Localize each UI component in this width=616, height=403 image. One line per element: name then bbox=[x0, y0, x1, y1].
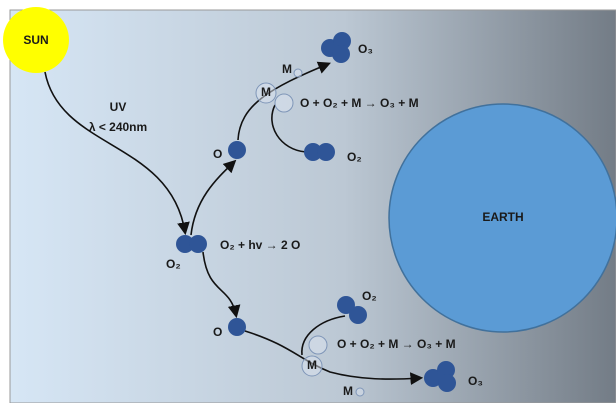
molecule bbox=[189, 235, 207, 253]
uv-label: UV bbox=[110, 100, 127, 114]
atom bbox=[228, 141, 246, 159]
third-body bbox=[255, 82, 277, 104]
m-label: M bbox=[307, 358, 317, 372]
molecule bbox=[333, 32, 351, 50]
molecule bbox=[337, 296, 355, 314]
arrow bbox=[190, 159, 237, 236]
earth bbox=[388, 103, 616, 333]
atom bbox=[228, 318, 246, 336]
m-small-label: M bbox=[343, 384, 353, 398]
molecule bbox=[349, 306, 367, 324]
third-body-small bbox=[293, 68, 303, 78]
uv-arrow bbox=[44, 71, 190, 236]
arrow bbox=[271, 104, 307, 153]
sun-label: SUN bbox=[23, 33, 48, 47]
o3-label: O₃ bbox=[468, 374, 483, 388]
molecule bbox=[176, 235, 194, 253]
third-body bbox=[301, 355, 323, 377]
m-small-label: M bbox=[282, 62, 292, 76]
third-body-small bbox=[355, 387, 365, 397]
molecule bbox=[317, 143, 335, 161]
molecule bbox=[424, 369, 442, 387]
third-body-ghost bbox=[308, 335, 328, 355]
molecule bbox=[438, 374, 456, 392]
o3-label: O₃ bbox=[358, 42, 373, 56]
uv-wavelength: λ < 240nm bbox=[89, 120, 147, 134]
m-label: M bbox=[261, 85, 271, 99]
earth-label: EARTH bbox=[482, 210, 523, 224]
equation: O₂ + hv → 2 O bbox=[220, 238, 300, 252]
molecule bbox=[304, 143, 322, 161]
o2-label: O₂ bbox=[166, 257, 181, 271]
third-body-ghost bbox=[274, 93, 294, 113]
sun bbox=[3, 7, 69, 73]
equation: O + O₂ + M → O₃ + M bbox=[300, 96, 419, 110]
arrow bbox=[301, 315, 346, 356]
o2-label: O₂ bbox=[362, 289, 377, 303]
arrow bbox=[244, 330, 424, 386]
molecule bbox=[332, 45, 350, 63]
molecule bbox=[437, 361, 455, 379]
arrow bbox=[202, 251, 241, 319]
o2-label: O₂ bbox=[347, 150, 362, 164]
o-label: O bbox=[213, 147, 222, 161]
equation: O + O₂ + M → O₃ + M bbox=[337, 337, 456, 351]
o-label: O bbox=[213, 325, 222, 339]
